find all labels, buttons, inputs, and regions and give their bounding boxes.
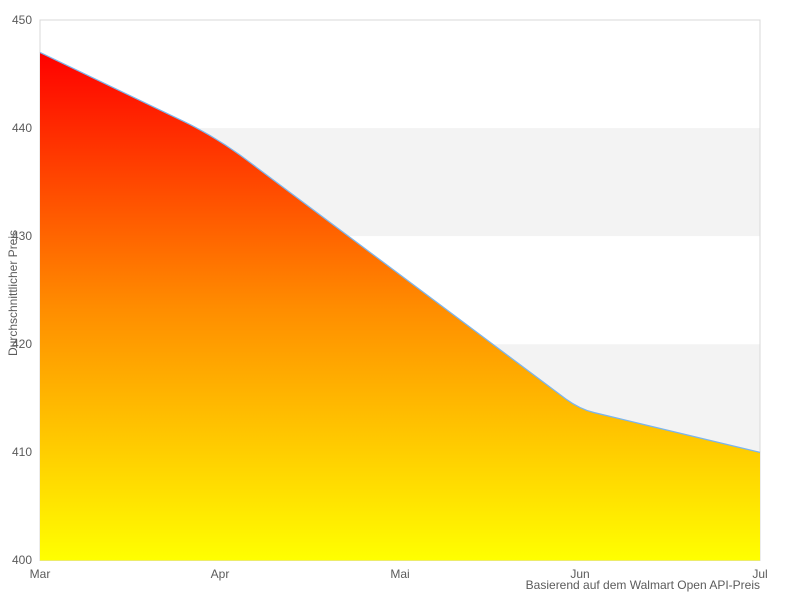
svg-text:400: 400: [12, 553, 32, 567]
svg-text:Durchschnittlicher Preis: Durchschnittlicher Preis: [6, 230, 20, 356]
svg-text:440: 440: [12, 121, 32, 135]
svg-text:Mar: Mar: [30, 567, 51, 581]
svg-text:Apr: Apr: [211, 567, 230, 581]
svg-text:410: 410: [12, 445, 32, 459]
svg-text:450: 450: [12, 13, 32, 27]
svg-text:Mai: Mai: [390, 567, 409, 581]
